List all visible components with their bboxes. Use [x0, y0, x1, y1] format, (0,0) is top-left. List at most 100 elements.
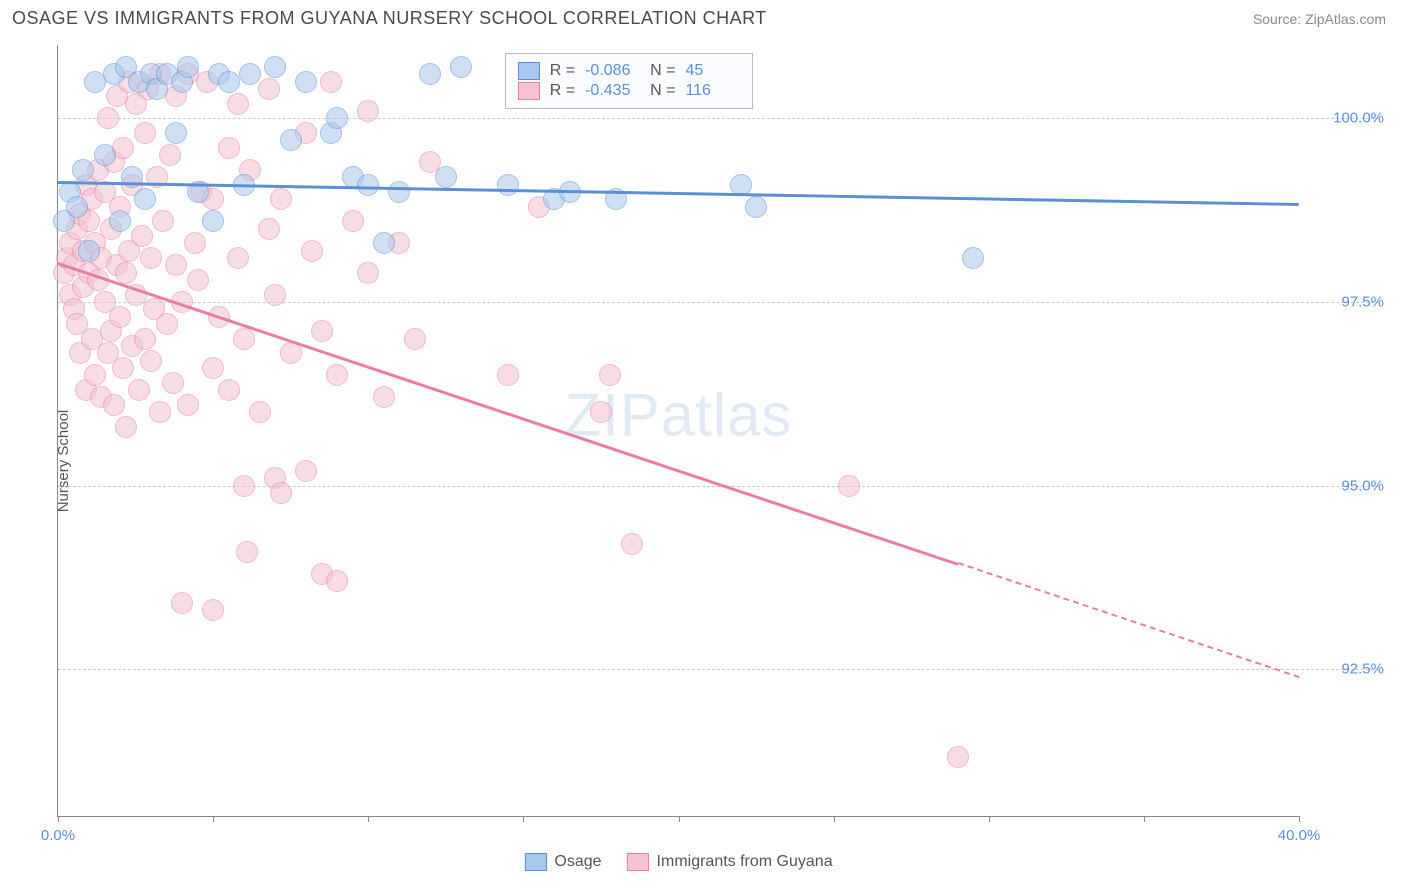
r-value: -0.086: [585, 62, 640, 80]
trend-line-extrapolated: [957, 562, 1299, 678]
x-tick: [58, 816, 59, 822]
x-tick: [1144, 816, 1145, 822]
x-tick-label: 0.0%: [41, 827, 75, 844]
scatter-point: [128, 379, 150, 401]
y-tick-label: 92.5%: [1341, 661, 1384, 678]
scatter-point: [140, 350, 162, 372]
x-tick: [368, 816, 369, 822]
source-attribution: Source: ZipAtlas.com: [1253, 11, 1386, 27]
scatter-point: [264, 284, 286, 306]
scatter-point: [497, 174, 519, 196]
scatter-point: [162, 372, 184, 394]
scatter-point: [249, 401, 271, 423]
n-value: 116: [685, 82, 740, 100]
scatter-point: [590, 401, 612, 423]
scatter-point: [227, 247, 249, 269]
scatter-point: [177, 394, 199, 416]
scatter-point: [947, 746, 969, 768]
y-tick-label: 97.5%: [1341, 293, 1384, 310]
r-value: -0.435: [585, 82, 640, 100]
scatter-point: [171, 592, 193, 614]
scatter-point: [270, 188, 292, 210]
series-legend: Osage Immigrants from Guyana: [524, 853, 832, 871]
legend-label: Osage: [554, 853, 601, 871]
scatter-point: [342, 210, 364, 232]
scatter-point: [373, 386, 395, 408]
legend-label: Immigrants from Guyana: [657, 853, 833, 871]
scatter-point: [599, 364, 621, 386]
scatter-point: [258, 78, 280, 100]
scatter-point: [165, 122, 187, 144]
scatter-point: [72, 159, 94, 181]
scatter-point: [745, 196, 767, 218]
scatter-point: [115, 416, 137, 438]
legend-swatch: [627, 853, 649, 871]
scatter-point: [621, 533, 643, 555]
scatter-point: [187, 269, 209, 291]
scatter-point: [218, 137, 240, 159]
scatter-point: [202, 357, 224, 379]
scatter-point: [435, 166, 457, 188]
scatter-point: [94, 144, 116, 166]
scatter-point: [236, 541, 258, 563]
scatter-point: [149, 401, 171, 423]
scatter-point: [109, 306, 131, 328]
chart-container: Nursery School ZIPatlas 92.5%95.0%97.5%1…: [12, 45, 1394, 877]
scatter-point: [404, 328, 426, 350]
scatter-point: [295, 71, 317, 93]
scatter-point: [295, 460, 317, 482]
scatter-point: [156, 313, 178, 335]
scatter-point: [131, 225, 153, 247]
x-tick: [213, 816, 214, 822]
scatter-point: [419, 63, 441, 85]
correlation-stats-box: R =-0.086N =45R =-0.435N =116: [505, 53, 754, 109]
scatter-point: [218, 379, 240, 401]
scatter-point: [103, 394, 125, 416]
gridline: [58, 302, 1379, 303]
gridline: [58, 118, 1379, 119]
legend-item: Osage: [524, 853, 601, 871]
gridline: [58, 669, 1379, 670]
scatter-point: [227, 93, 249, 115]
scatter-point: [264, 56, 286, 78]
scatter-point: [115, 262, 137, 284]
plot-area: ZIPatlas 92.5%95.0%97.5%100.0%0.0%40.0%R…: [57, 45, 1299, 817]
scatter-point: [233, 328, 255, 350]
scatter-point: [134, 122, 156, 144]
scatter-point: [66, 196, 88, 218]
scatter-point: [134, 328, 156, 350]
scatter-point: [326, 364, 348, 386]
x-tick: [834, 816, 835, 822]
scatter-point: [320, 71, 342, 93]
scatter-point: [78, 240, 100, 262]
scatter-point: [177, 56, 199, 78]
scatter-point: [280, 129, 302, 151]
scatter-point: [258, 218, 280, 240]
n-value: 45: [685, 62, 740, 80]
scatter-point: [357, 174, 379, 196]
scatter-point: [140, 247, 162, 269]
scatter-point: [152, 210, 174, 232]
scatter-point: [184, 232, 206, 254]
scatter-point: [357, 262, 379, 284]
scatter-point: [233, 475, 255, 497]
scatter-point: [165, 254, 187, 276]
scatter-point: [109, 210, 131, 232]
scatter-point: [202, 210, 224, 232]
scatter-point: [134, 188, 156, 210]
x-tick: [523, 816, 524, 822]
scatter-point: [112, 357, 134, 379]
scatter-point: [202, 599, 224, 621]
scatter-point: [388, 181, 410, 203]
x-tick: [1299, 816, 1300, 822]
x-tick: [679, 816, 680, 822]
scatter-point: [218, 71, 240, 93]
scatter-point: [962, 247, 984, 269]
y-tick-label: 100.0%: [1333, 110, 1384, 127]
scatter-point: [497, 364, 519, 386]
x-tick-label: 40.0%: [1278, 827, 1321, 844]
legend-swatch: [518, 82, 540, 100]
scatter-point: [97, 107, 119, 129]
scatter-point: [280, 342, 302, 364]
chart-title: OSAGE VS IMMIGRANTS FROM GUYANA NURSERY …: [12, 8, 767, 29]
